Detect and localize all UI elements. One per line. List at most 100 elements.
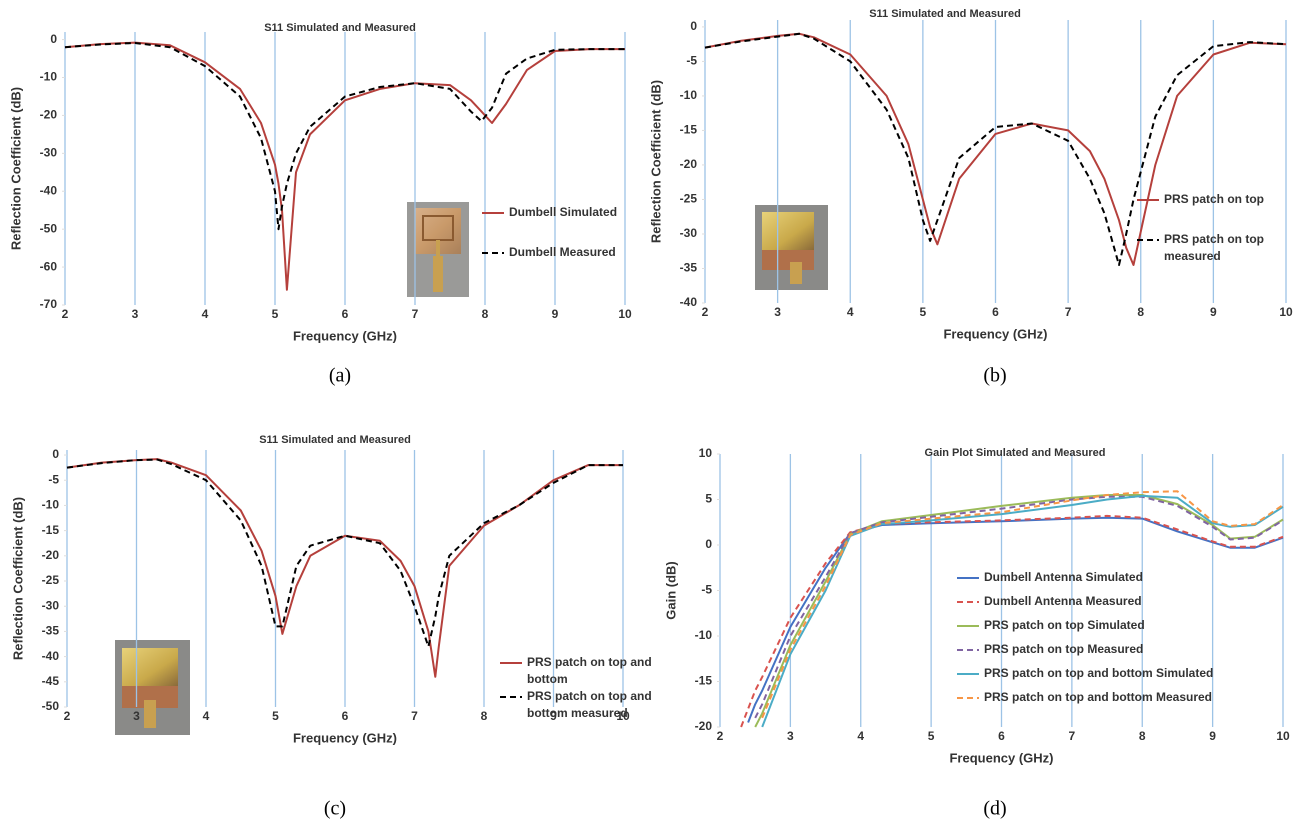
y-tick-label: -10	[40, 70, 58, 84]
legend-label: Dumbell Simulated	[509, 205, 618, 219]
y-tick-label: -20	[42, 548, 60, 562]
series-line	[761, 490, 1284, 719]
y-tick-label: -30	[40, 146, 58, 160]
series-line	[761, 494, 1284, 728]
legend-label: PRS patch on top measured	[1164, 232, 1264, 263]
y-tick-label: -20	[680, 157, 698, 171]
y-tick-label: -35	[42, 624, 60, 638]
series-line	[704, 32, 1287, 266]
x-tick-label: 3	[133, 709, 140, 723]
series-line	[754, 495, 1284, 719]
x-tick-label: 2	[62, 307, 69, 321]
y-tick-label: -40	[680, 295, 698, 309]
y-tick-label: -5	[48, 472, 59, 486]
y-tick-label: -50	[40, 221, 58, 235]
y-tick-label: -10	[695, 628, 713, 642]
y-tick-label: -40	[42, 649, 60, 663]
x-tick-label: 8	[1137, 305, 1144, 319]
y-tick-label: -25	[680, 192, 698, 206]
x-tick-label: 7	[411, 709, 418, 723]
x-tick-label: 9	[552, 307, 559, 321]
chart-title: S11 Simulated and Measured	[259, 434, 411, 446]
legend-label: PRS patch on top and bottom	[527, 655, 652, 686]
x-tick-label: 5	[272, 307, 279, 321]
legend-label: PRS patch on top	[1164, 192, 1264, 206]
y-tick-label: 0	[705, 537, 712, 551]
x-tick-label: 3	[787, 729, 794, 743]
y-tick-label: -50	[42, 699, 60, 713]
y-tick-label: -40	[40, 183, 58, 197]
inset-photo-b	[755, 205, 828, 290]
x-tick-label: 10	[618, 307, 632, 321]
x-tick-label: 3	[132, 307, 139, 321]
x-tick-label: 8	[482, 307, 489, 321]
y-tick-label: -70	[40, 297, 58, 311]
x-axis-label: Frequency (GHz)	[293, 730, 397, 745]
y-tick-label: -5	[686, 54, 697, 68]
legend-label: Dumbell Antenna Simulated	[984, 570, 1143, 584]
x-axis-label: Frequency (GHz)	[949, 750, 1053, 765]
legend-label: Dumbell Antenna Measured	[984, 594, 1142, 608]
chart-title: Gain Plot Simulated and Measured	[925, 447, 1106, 459]
y-tick-label: -20	[695, 719, 713, 733]
x-tick-label: 7	[412, 307, 419, 321]
series-line	[64, 41, 625, 291]
legend-label: PRS patch on top and bottom Simulated	[984, 666, 1214, 680]
y-tick-label: 0	[50, 32, 57, 46]
y-axis-label: Gain (dB)	[663, 561, 678, 620]
y-tick-label: -10	[680, 88, 698, 102]
y-tick-label: -30	[680, 226, 698, 240]
y-tick-label: 0	[52, 447, 59, 461]
inset-photo-a	[407, 202, 469, 297]
caption: (c)	[324, 798, 346, 820]
x-tick-label: 9	[1209, 729, 1216, 743]
y-axis-label: Reflection Coefficient (dB)	[648, 80, 663, 243]
legend-label: Dumbell Measured	[509, 245, 616, 259]
y-tick-label: -15	[695, 674, 713, 688]
caption: (b)	[983, 365, 1006, 387]
x-tick-label: 8	[481, 709, 488, 723]
x-tick-label: 3	[774, 305, 781, 319]
x-tick-label: 7	[1065, 305, 1072, 319]
y-tick-label: 0	[690, 19, 697, 33]
x-tick-label: 6	[992, 305, 999, 319]
y-tick-label: -30	[42, 598, 60, 612]
x-tick-label: 5	[928, 729, 935, 743]
y-tick-label: -45	[42, 674, 60, 688]
y-tick-label: -20	[40, 108, 58, 122]
x-tick-label: 6	[998, 729, 1005, 743]
y-tick-label: -5	[701, 583, 712, 597]
x-tick-label: 4	[202, 307, 209, 321]
x-tick-label: 2	[717, 729, 724, 743]
legend-label: PRS patch on top Simulated	[984, 618, 1145, 632]
y-tick-label: -60	[40, 259, 58, 273]
x-tick-label: 6	[342, 307, 349, 321]
series-line	[704, 32, 1287, 266]
inset-photo-c	[115, 640, 190, 735]
caption: (d)	[983, 798, 1006, 820]
x-tick-label: 8	[1139, 729, 1146, 743]
y-tick-label: -25	[42, 573, 60, 587]
x-tick-label: 6	[342, 709, 349, 723]
legend-label: PRS patch on top and bottom Measured	[984, 690, 1213, 704]
x-axis-label: Frequency (GHz)	[943, 326, 1047, 341]
x-tick-label: 9	[1210, 305, 1217, 319]
x-tick-label: 9	[550, 709, 557, 723]
chart-title: S11 Simulated and Measured	[869, 8, 1021, 20]
x-tick-label: 4	[857, 729, 864, 743]
x-tick-label: 10	[1276, 729, 1290, 743]
legend-label: PRS patch on top and bottom measured	[527, 689, 652, 720]
y-axis-label: Reflection Coefficient (dB)	[10, 497, 25, 660]
y-tick-label: 5	[705, 492, 712, 506]
y-tick-label: -15	[680, 123, 698, 137]
y-tick-label: -10	[42, 498, 60, 512]
x-axis-label: Frequency (GHz)	[293, 328, 397, 343]
caption: (a)	[329, 365, 351, 387]
x-tick-label: 4	[203, 709, 210, 723]
chart-title: S11 Simulated and Measured	[264, 22, 416, 34]
x-tick-label: 5	[920, 305, 927, 319]
series-line	[754, 494, 1284, 728]
y-tick-label: 10	[699, 446, 713, 460]
